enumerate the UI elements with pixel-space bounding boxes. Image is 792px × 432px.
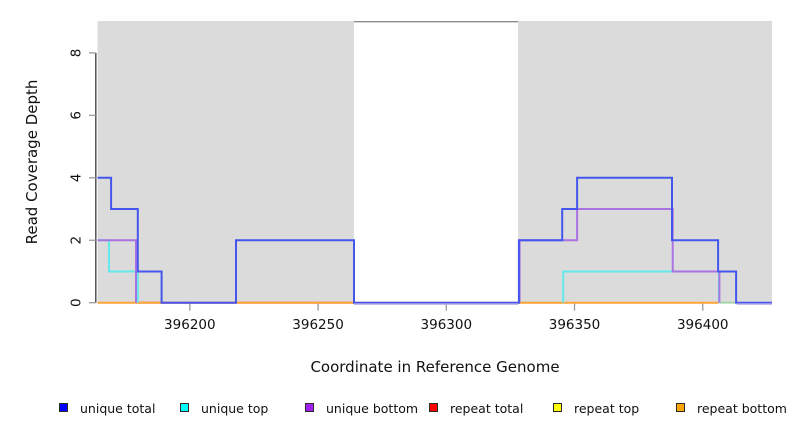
x-axis-title: Coordinate in Reference Genome: [310, 358, 559, 376]
masked-region-right: [518, 21, 772, 303]
legend-item-unique-top: unique top: [180, 398, 268, 416]
legend-swatch-repeat-top: [553, 403, 562, 412]
legend-item-unique-bottom: unique bottom: [305, 398, 418, 416]
x-tick-label: 396300: [421, 317, 473, 333]
axes: 0 2 4 6 8 396200 396250 396300 396350 396400: [69, 49, 729, 333]
legend-label: unique bottom: [326, 401, 419, 416]
x-tick-label: 396250: [292, 317, 344, 333]
y-tick-label: 4: [69, 174, 85, 183]
legend-item-repeat-total: repeat total: [429, 398, 523, 416]
data-lines: [97, 176, 772, 305]
coverage-gap: [353, 21, 519, 303]
y-tick-label: 8: [69, 49, 85, 58]
legend: unique total unique top unique bottom repea…: [0, 398, 792, 422]
line-unique-total: [97, 176, 772, 304]
legend-item-unique-total: unique total: [59, 398, 155, 416]
legend-swatch-unique-total: [59, 403, 68, 412]
x-tick-label: 396200: [164, 317, 216, 333]
x-tick-label: 396350: [549, 317, 601, 333]
chart-canvas: 0 2 4 6 8 396200 396250 396300 396350 396400 Coor…: [23, 21, 772, 376]
legend-swatch-repeat-total: [429, 403, 438, 412]
y-tick-label: 0: [69, 298, 85, 307]
y-tick-label: 2: [69, 236, 85, 245]
legend-swatch-repeat-bottom: [676, 403, 685, 412]
masked-region-left: [97, 21, 354, 303]
y-tick-label: 6: [69, 111, 85, 120]
line-unique-bottom: [97, 239, 137, 303]
background-regions: [97, 21, 772, 303]
legend-swatch-unique-bottom: [305, 403, 314, 412]
legend-item-repeat-bottom: repeat bottom: [676, 398, 787, 416]
x-tick-label: 396400: [677, 317, 729, 333]
y-axis-title: Read Coverage Depth: [23, 80, 41, 245]
legend-label: repeat bottom: [697, 401, 787, 416]
legend-label: repeat top: [574, 401, 640, 416]
legend-item-repeat-top: repeat top: [553, 398, 639, 416]
legend-label: unique top: [201, 401, 269, 416]
legend-swatch-unique-top: [180, 403, 189, 412]
legend-label: repeat total: [450, 401, 524, 416]
legend-label: unique total: [80, 401, 156, 416]
